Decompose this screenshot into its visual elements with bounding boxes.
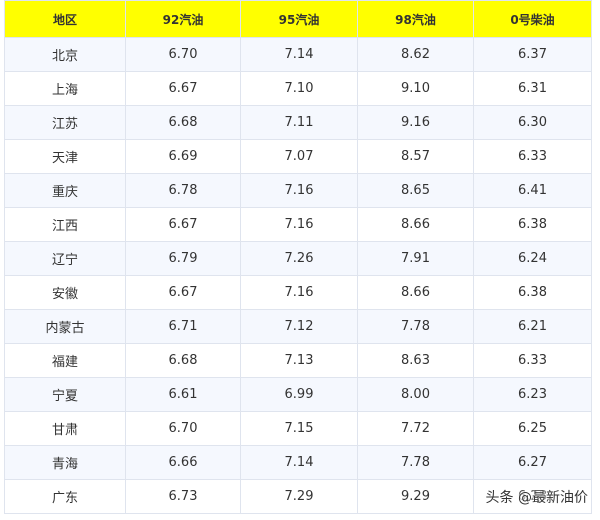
price-cell: 6.79 [125, 241, 241, 276]
price-cell: 8.63 [357, 343, 474, 378]
region-cell: 安徽 [4, 275, 126, 310]
price-cell: 6.38 [473, 207, 592, 242]
price-cell: 6.70 [125, 37, 241, 72]
price-cell: 6.99 [240, 377, 358, 412]
price-cell: 6.25 [473, 411, 592, 446]
price-cell: 6.30 [473, 105, 592, 140]
table-row: 青海 6.66 7.14 7.78 6.27 [4, 445, 592, 480]
table-row: 辽宁 6.79 7.26 7.91 6.24 [4, 241, 592, 276]
price-cell: 8.65 [357, 173, 474, 208]
price-cell: 7.78 [357, 309, 474, 344]
header-cell: 0号柴油 [473, 0, 592, 38]
region-cell: 青海 [4, 445, 126, 480]
price-cell: 8.57 [357, 139, 474, 174]
price-cell: 7.07 [240, 139, 358, 174]
price-cell: 7.12 [240, 309, 358, 344]
table-row: 宁夏 6.61 6.99 8.00 6.23 [4, 377, 592, 412]
price-cell: 6.68 [125, 105, 241, 140]
header-cell: 98汽油 [357, 0, 474, 38]
price-cell: 7.11 [240, 105, 358, 140]
price-cell: 8.66 [357, 275, 474, 310]
table-row: 广东 6.73 7.29 9.29 6.28 [4, 479, 592, 514]
price-cell: 6.41 [473, 173, 592, 208]
region-cell: 重庆 [4, 173, 126, 208]
table-row: 天津 6.69 7.07 8.57 6.33 [4, 139, 592, 174]
price-cell: 6.69 [125, 139, 241, 174]
region-cell: 上海 [4, 71, 126, 106]
price-cell: 6.78 [125, 173, 241, 208]
price-table: 地区 92汽油 95汽油 98汽油 0号柴油 北京 6.70 7.14 8.62 6.37 上海 6… [4, 0, 592, 514]
price-cell: 7.14 [240, 37, 358, 72]
price-cell: 7.91 [357, 241, 474, 276]
region-cell: 广东 [4, 479, 126, 514]
region-cell: 辽宁 [4, 241, 126, 276]
price-cell: 6.67 [125, 207, 241, 242]
table-row: 江西 6.67 7.16 8.66 6.38 [4, 207, 592, 242]
region-cell: 江西 [4, 207, 126, 242]
price-cell: 6.70 [125, 411, 241, 446]
region-cell: 甘肃 [4, 411, 126, 446]
table-row: 内蒙古 6.71 7.12 7.78 6.21 [4, 309, 592, 344]
price-cell: 7.26 [240, 241, 358, 276]
table-row: 重庆 6.78 7.16 8.65 6.41 [4, 173, 592, 208]
price-cell: 9.16 [357, 105, 474, 140]
price-cell: 7.10 [240, 71, 358, 106]
price-cell: 6.33 [473, 343, 592, 378]
price-cell: 6.68 [125, 343, 241, 378]
table-row: 江苏 6.68 7.11 9.16 6.30 [4, 105, 592, 140]
table-row: 福建 6.68 7.13 8.63 6.33 [4, 343, 592, 378]
price-cell: 7.78 [357, 445, 474, 480]
price-cell: 6.66 [125, 445, 241, 480]
price-cell: 8.62 [357, 37, 474, 72]
price-cell: 6.67 [125, 275, 241, 310]
header-cell: 地区 [4, 0, 126, 38]
price-cell: 9.29 [357, 479, 474, 514]
price-cell: 7.16 [240, 173, 358, 208]
table-row: 北京 6.70 7.14 8.62 6.37 [4, 37, 592, 72]
price-cell: 6.28 [473, 479, 592, 514]
header-cell: 92汽油 [125, 0, 241, 38]
table-row: 上海 6.67 7.10 9.10 6.31 [4, 71, 592, 106]
price-cell: 6.31 [473, 71, 592, 106]
region-cell: 天津 [4, 139, 126, 174]
price-cell: 6.24 [473, 241, 592, 276]
region-cell: 宁夏 [4, 377, 126, 412]
price-cell: 6.38 [473, 275, 592, 310]
price-cell: 9.10 [357, 71, 474, 106]
price-cell: 8.66 [357, 207, 474, 242]
price-cell: 7.16 [240, 207, 358, 242]
price-cell: 6.67 [125, 71, 241, 106]
price-cell: 6.27 [473, 445, 592, 480]
watermark: 头条 @最新油价 [485, 490, 588, 506]
header-cell: 95汽油 [240, 0, 358, 38]
table-row: 安徽 6.67 7.16 8.66 6.38 [4, 275, 592, 310]
price-cell: 7.15 [240, 411, 358, 446]
price-cell: 6.61 [125, 377, 241, 412]
region-cell: 北京 [4, 37, 126, 72]
price-cell: 7.72 [357, 411, 474, 446]
price-cell: 7.14 [240, 445, 358, 480]
price-cell: 8.00 [357, 377, 474, 412]
price-cell: 6.21 [473, 309, 592, 344]
price-cell: 6.23 [473, 377, 592, 412]
region-cell: 福建 [4, 343, 126, 378]
price-cell: 7.13 [240, 343, 358, 378]
price-cell: 7.29 [240, 479, 358, 514]
price-cell: 7.16 [240, 275, 358, 310]
price-cell: 6.37 [473, 37, 592, 72]
table-row: 甘肃 6.70 7.15 7.72 6.25 [4, 411, 592, 446]
table-body: 北京 6.70 7.14 8.62 6.37 上海 6.67 7.10 9.10 6.31 江苏 6.… [4, 37, 592, 514]
region-cell: 内蒙古 [4, 309, 126, 344]
price-cell: 6.71 [125, 309, 241, 344]
header-row: 地区 92汽油 95汽油 98汽油 0号柴油 [4, 0, 592, 38]
region-cell: 江苏 [4, 105, 126, 140]
price-cell: 6.33 [473, 139, 592, 174]
price-cell: 6.73 [125, 479, 241, 514]
